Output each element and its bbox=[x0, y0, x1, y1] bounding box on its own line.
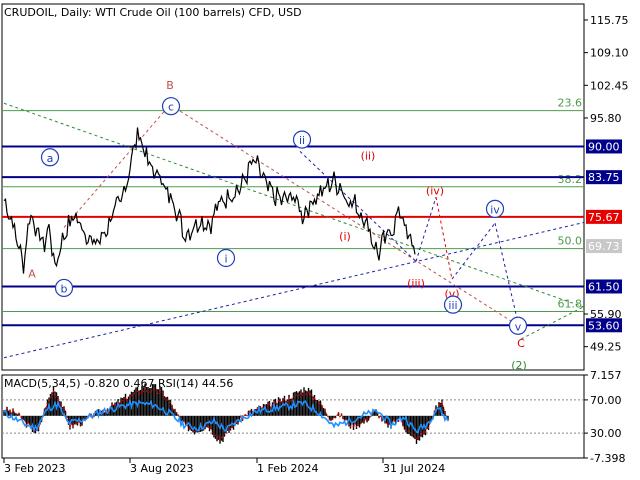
fib-level-label: 50.0 bbox=[558, 235, 583, 248]
trend-line bbox=[494, 222, 519, 323]
indicator-tick-label: 30.00 bbox=[590, 427, 622, 440]
price-level-tag bbox=[586, 139, 622, 154]
wave-label: C bbox=[517, 337, 525, 350]
wave-label-circle bbox=[161, 97, 181, 116]
price-tick-label: 55.90 bbox=[590, 308, 622, 321]
time-tick-label: 3 Feb 2023 bbox=[4, 462, 65, 475]
wave-label: iii bbox=[448, 299, 457, 312]
price-level-tag-label: 53.60 bbox=[588, 319, 620, 332]
wave-label-circle bbox=[485, 199, 505, 218]
wave-label: i bbox=[224, 252, 227, 265]
time-tick-label: 3 Aug 2023 bbox=[130, 462, 193, 475]
trend-line bbox=[451, 222, 496, 280]
price-level-tag bbox=[586, 318, 622, 333]
wave-label: iv bbox=[490, 203, 500, 216]
current-price-label: 69.73 bbox=[588, 240, 620, 253]
indicator-pane-frame bbox=[1, 374, 585, 459]
fib-level-label: 61.8 bbox=[558, 298, 583, 311]
price-level-tag-label: 75.67 bbox=[588, 211, 620, 224]
time-tick-label: 1 Feb 2024 bbox=[257, 462, 318, 475]
price-tick-label: 95.80 bbox=[590, 112, 622, 125]
time-tick-label: 31 Jul 2024 bbox=[383, 462, 445, 475]
indicator-tick-label: 7.157 bbox=[590, 369, 622, 382]
wave-label-circle bbox=[40, 148, 60, 167]
trend-line bbox=[435, 196, 453, 280]
wave-label: b bbox=[61, 282, 68, 295]
price-level-tag bbox=[586, 209, 622, 224]
wave-label: c bbox=[168, 101, 174, 114]
fib-level-label: 23.6 bbox=[558, 97, 583, 110]
indicator-tick-label: 70.00 bbox=[590, 394, 622, 407]
wave-label: (i) bbox=[339, 230, 351, 243]
trend-line bbox=[3, 221, 585, 359]
wave-label: (iv) bbox=[426, 185, 444, 198]
wave-label: a bbox=[47, 152, 54, 165]
price-tick-label: 109.10 bbox=[590, 47, 629, 60]
wave-label: (iii) bbox=[407, 277, 425, 290]
wave-label: A bbox=[28, 268, 36, 281]
price-level-tag-label: 61.50 bbox=[588, 280, 620, 293]
wave-label-circle bbox=[508, 316, 528, 335]
price-level-tag bbox=[586, 170, 622, 185]
trend-line bbox=[299, 151, 417, 262]
price-line bbox=[3, 127, 416, 274]
wave-label: B bbox=[166, 79, 174, 92]
wave-label: v bbox=[515, 320, 522, 333]
price-tick-label: 102.45 bbox=[590, 79, 629, 92]
wave-label: ii bbox=[299, 134, 305, 147]
fib-level-label: 38.2 bbox=[558, 173, 583, 186]
trend-line bbox=[3, 102, 585, 308]
wave-label-circle bbox=[292, 130, 312, 149]
trend-line bbox=[63, 104, 171, 228]
chart-title: CRUDOIL, Daily: WTI Crude Oil (100 barre… bbox=[4, 6, 302, 19]
price-level-tag bbox=[586, 279, 622, 294]
price-axis: 69.73 115.75 109.10 102.45 95.80 90.00 83.75 75… bbox=[584, 14, 629, 354]
price-series bbox=[3, 127, 416, 274]
wave-label: (2) bbox=[511, 359, 527, 372]
horizontal-levels: 23.6 38.2 50.0 61.8 bbox=[2, 97, 584, 327]
indicator-tick-label: -7.398 bbox=[590, 452, 625, 465]
price-level-tag-label: 83.75 bbox=[588, 171, 620, 184]
indicator-title: MACD(5,34,5) -0.820 0.467 RSI(14) 44.56 bbox=[4, 377, 233, 390]
price-tick-label: 115.75 bbox=[590, 14, 629, 27]
trend-line bbox=[415, 196, 437, 262]
price-level-tag-label: 90.00 bbox=[588, 140, 620, 153]
indicator-pane: 7.157 70.00 30.00 -7.398 bbox=[2, 369, 625, 465]
price-tick-label: 49.25 bbox=[590, 341, 622, 354]
current-price-tag bbox=[586, 239, 622, 254]
wave-label-circle bbox=[216, 248, 236, 268]
trend-lines bbox=[3, 102, 585, 359]
wave-label: (ii) bbox=[361, 149, 376, 162]
time-axis: 3 Feb 2023 3 Aug 2023 1 Feb 2024 31 Jul 202… bbox=[3, 458, 445, 475]
wave-label-circle bbox=[54, 278, 74, 298]
rsi-line bbox=[3, 398, 449, 434]
wave-label-circle bbox=[443, 295, 463, 314]
